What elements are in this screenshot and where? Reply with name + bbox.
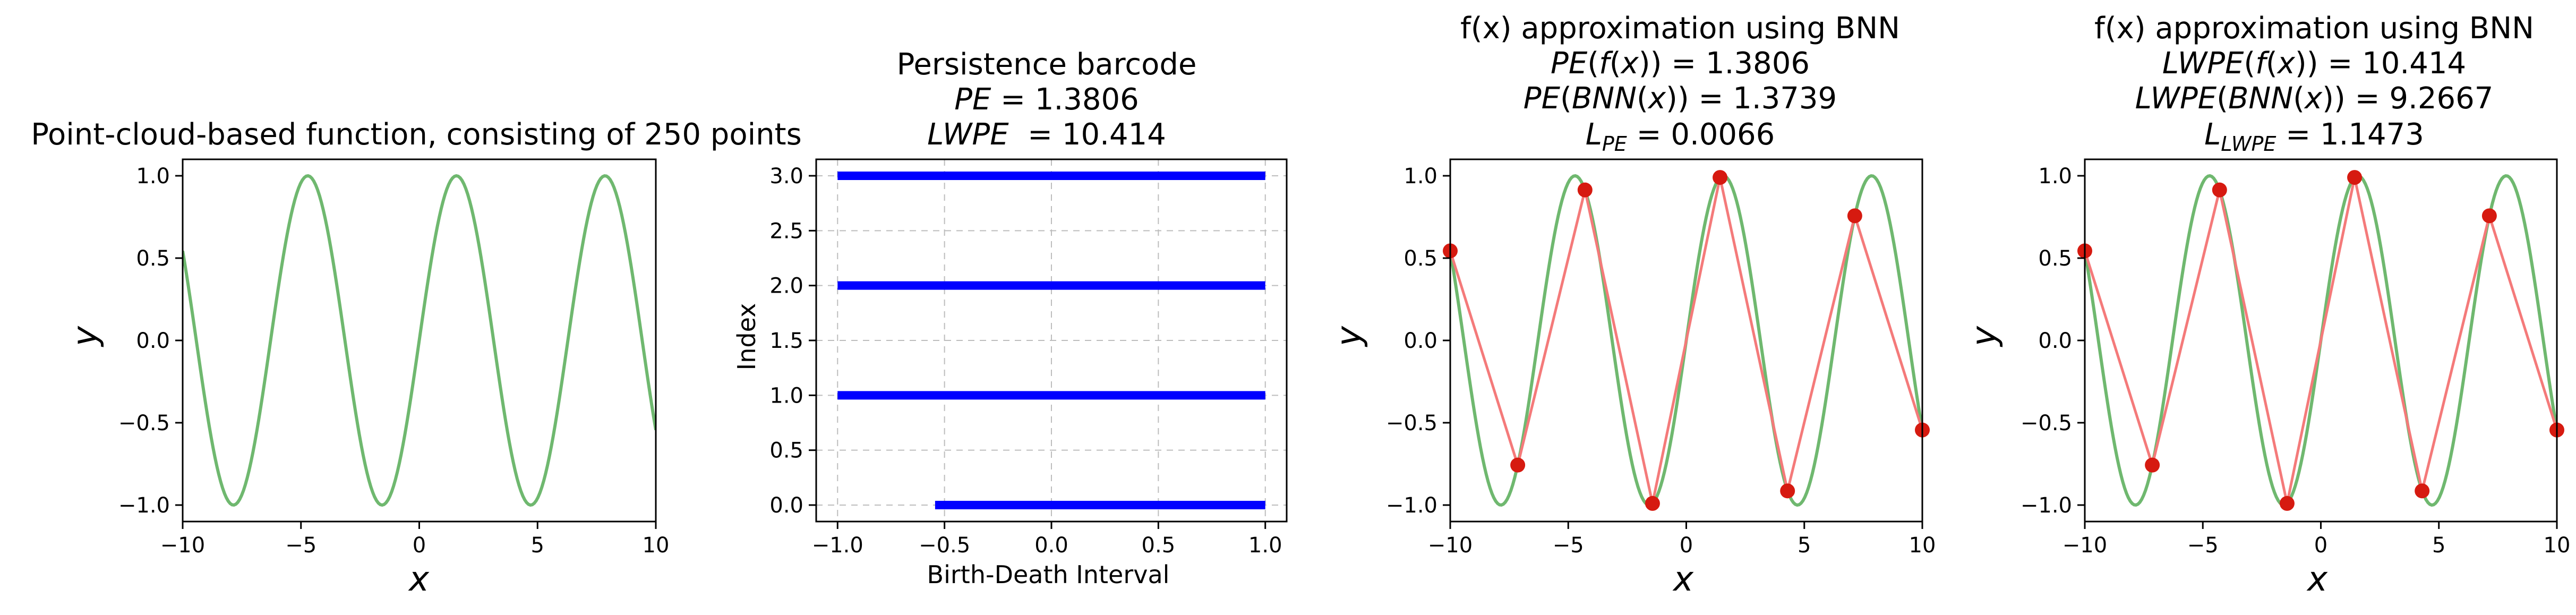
x-tick-label: 10 xyxy=(2544,533,2571,558)
bnn-point xyxy=(1847,208,1862,224)
panel-2: Persistence barcode PE = 1.3806 LWPE = 1… xyxy=(732,47,1288,589)
bnn-point xyxy=(2212,182,2227,198)
x-tick-label: 5 xyxy=(531,533,544,558)
panel-2-plot: −1.0 −0.5 0.0 0.5 1.0 0.0 0.5 1.0 1.5 2.0 2.5 3.0 xyxy=(769,158,1288,558)
y-tick-label: −0.5 xyxy=(2021,411,2072,435)
x-tick-label: 5 xyxy=(1798,533,1811,558)
y-tick-label: −0.5 xyxy=(1386,411,1437,435)
panel-4-ylabel: y xyxy=(1965,326,2004,347)
bnn-point xyxy=(2415,483,2430,499)
x-tick-label: 0 xyxy=(1680,533,1693,558)
y-tick-label: 1.5 xyxy=(769,329,803,353)
panel-2-title-line1: Persistence barcode xyxy=(897,47,1197,82)
y-tick-label: −1.0 xyxy=(2021,493,2072,518)
panel-3-plot: −10 −5 0 5 10 −1.0 −0.5 0.0 0.5 1.0 xyxy=(1386,158,1936,558)
panel-1-xlabel: x xyxy=(408,560,430,599)
panel-2-xlabel: Birth-Death Interval xyxy=(927,560,1170,589)
y-tick-label: 1.0 xyxy=(769,383,803,408)
x-tick-label: 5 xyxy=(2432,533,2445,558)
bnn-point xyxy=(1713,170,1728,185)
data-layer xyxy=(2085,174,2557,507)
panel-4-title-line4: LLWPE = 1.1473 xyxy=(2204,117,2424,156)
panel-3-xlabel: x xyxy=(1672,560,1694,599)
panel-2-title-line2: PE = 1.3806 xyxy=(954,82,1139,117)
bnn-approximation-line xyxy=(2085,177,2557,504)
bnn-point xyxy=(1510,457,1526,473)
x-tick-label: −1.0 xyxy=(812,533,863,558)
panel-4-title-line2: LWPE(f(x)) = 10.414 xyxy=(2162,46,2466,81)
x-tick-label: −10 xyxy=(1428,533,1473,558)
panel-2-ylabel: Index xyxy=(732,303,761,371)
panel-3-title-line2: PE(f(x)) = 1.3806 xyxy=(1551,46,1810,81)
panel-1: Point-cloud-based function, consisting o… xyxy=(31,117,802,599)
x-tick-label: −10 xyxy=(160,533,205,558)
panel-3-ylabel: y xyxy=(1330,326,1369,347)
x-tick-label: −0.5 xyxy=(919,533,970,558)
panel-3-title-line4: LPE = 0.0066 xyxy=(1586,117,1775,156)
x-tick-label: −5 xyxy=(285,533,316,558)
x-tick-label: 0 xyxy=(413,533,426,558)
y-tick-label: 0.0 xyxy=(2038,329,2072,353)
y-tick-label: 2.5 xyxy=(769,219,803,243)
x-tick-label: 10 xyxy=(1909,533,1936,558)
y-tick-label: 3.0 xyxy=(769,164,803,189)
panel-4: f(x) approximation using BNN LWPE(f(x)) … xyxy=(1965,11,2570,599)
y-tick-label: 1.0 xyxy=(2038,164,2072,189)
y-tick-label: 0.0 xyxy=(1403,329,1437,353)
bnn-point xyxy=(1780,483,1795,499)
x-tick-label: 0.5 xyxy=(1142,533,1176,558)
panel-1-plot: −10 −5 0 5 10 −1.0 −0.5 0.0 0.5 1.0 xyxy=(118,158,670,558)
y-tick-label: 1.0 xyxy=(1403,164,1437,189)
x-tick-label: −5 xyxy=(1553,533,1584,558)
x-tick-label: 1.0 xyxy=(1248,533,1282,558)
bnn-point xyxy=(2481,208,2497,224)
y-tick-label: 0.5 xyxy=(769,439,803,463)
bnn-point xyxy=(2347,170,2363,185)
y-tick-label: 0.0 xyxy=(136,329,170,353)
bnn-point xyxy=(1577,182,1593,198)
y-tick-label: 2.0 xyxy=(769,274,803,298)
bnn-point xyxy=(2279,496,2295,511)
panel-4-plot: −10 −5 0 5 10 −1.0 −0.5 0.0 0.5 1.0 xyxy=(2021,158,2571,558)
y-tick-label: −1.0 xyxy=(1386,493,1437,518)
bnn-point xyxy=(1645,496,1660,511)
y-tick-label: 0.0 xyxy=(769,493,803,518)
y-tick-label: 1.0 xyxy=(136,164,170,189)
y-tick-label: −0.5 xyxy=(118,411,170,435)
bnn-approximation-line xyxy=(1450,177,1922,504)
y-tick-label: 0.5 xyxy=(1403,246,1437,271)
y-tick-label: −1.0 xyxy=(118,493,170,518)
x-tick-label: −10 xyxy=(2062,533,2107,558)
panel-3-title-line1: f(x) approximation using BNN xyxy=(1460,11,1900,46)
panel-3: f(x) approximation using BNN PE(f(x)) = … xyxy=(1330,11,1936,599)
true-function-curve xyxy=(183,174,656,507)
panel-1-ylabel: y xyxy=(66,326,105,347)
panel-3-title-line3: PE(BNN(x)) = 1.3739 xyxy=(1524,81,1837,116)
panel-4-xlabel: x xyxy=(2306,560,2328,599)
data-layer xyxy=(183,174,656,507)
y-tick-label: 0.5 xyxy=(2038,246,2072,271)
y-tick-label: 0.5 xyxy=(136,246,170,271)
panel-2-title-line3: LWPE = 10.414 xyxy=(927,117,1166,152)
panel-1-title: Point-cloud-based function, consisting o… xyxy=(31,117,802,152)
data-layer xyxy=(1450,174,1922,507)
x-tick-label: −5 xyxy=(2187,533,2219,558)
x-tick-label: 0 xyxy=(2314,533,2327,558)
panel-4-title-line1: f(x) approximation using BNN xyxy=(2094,11,2534,46)
panel-4-title-line3: LWPE(BNN(x)) = 9.2667 xyxy=(2135,81,2494,116)
bnn-point xyxy=(2145,457,2160,473)
x-tick-label: 0.0 xyxy=(1034,533,1068,558)
x-tick-label: 10 xyxy=(643,533,670,558)
